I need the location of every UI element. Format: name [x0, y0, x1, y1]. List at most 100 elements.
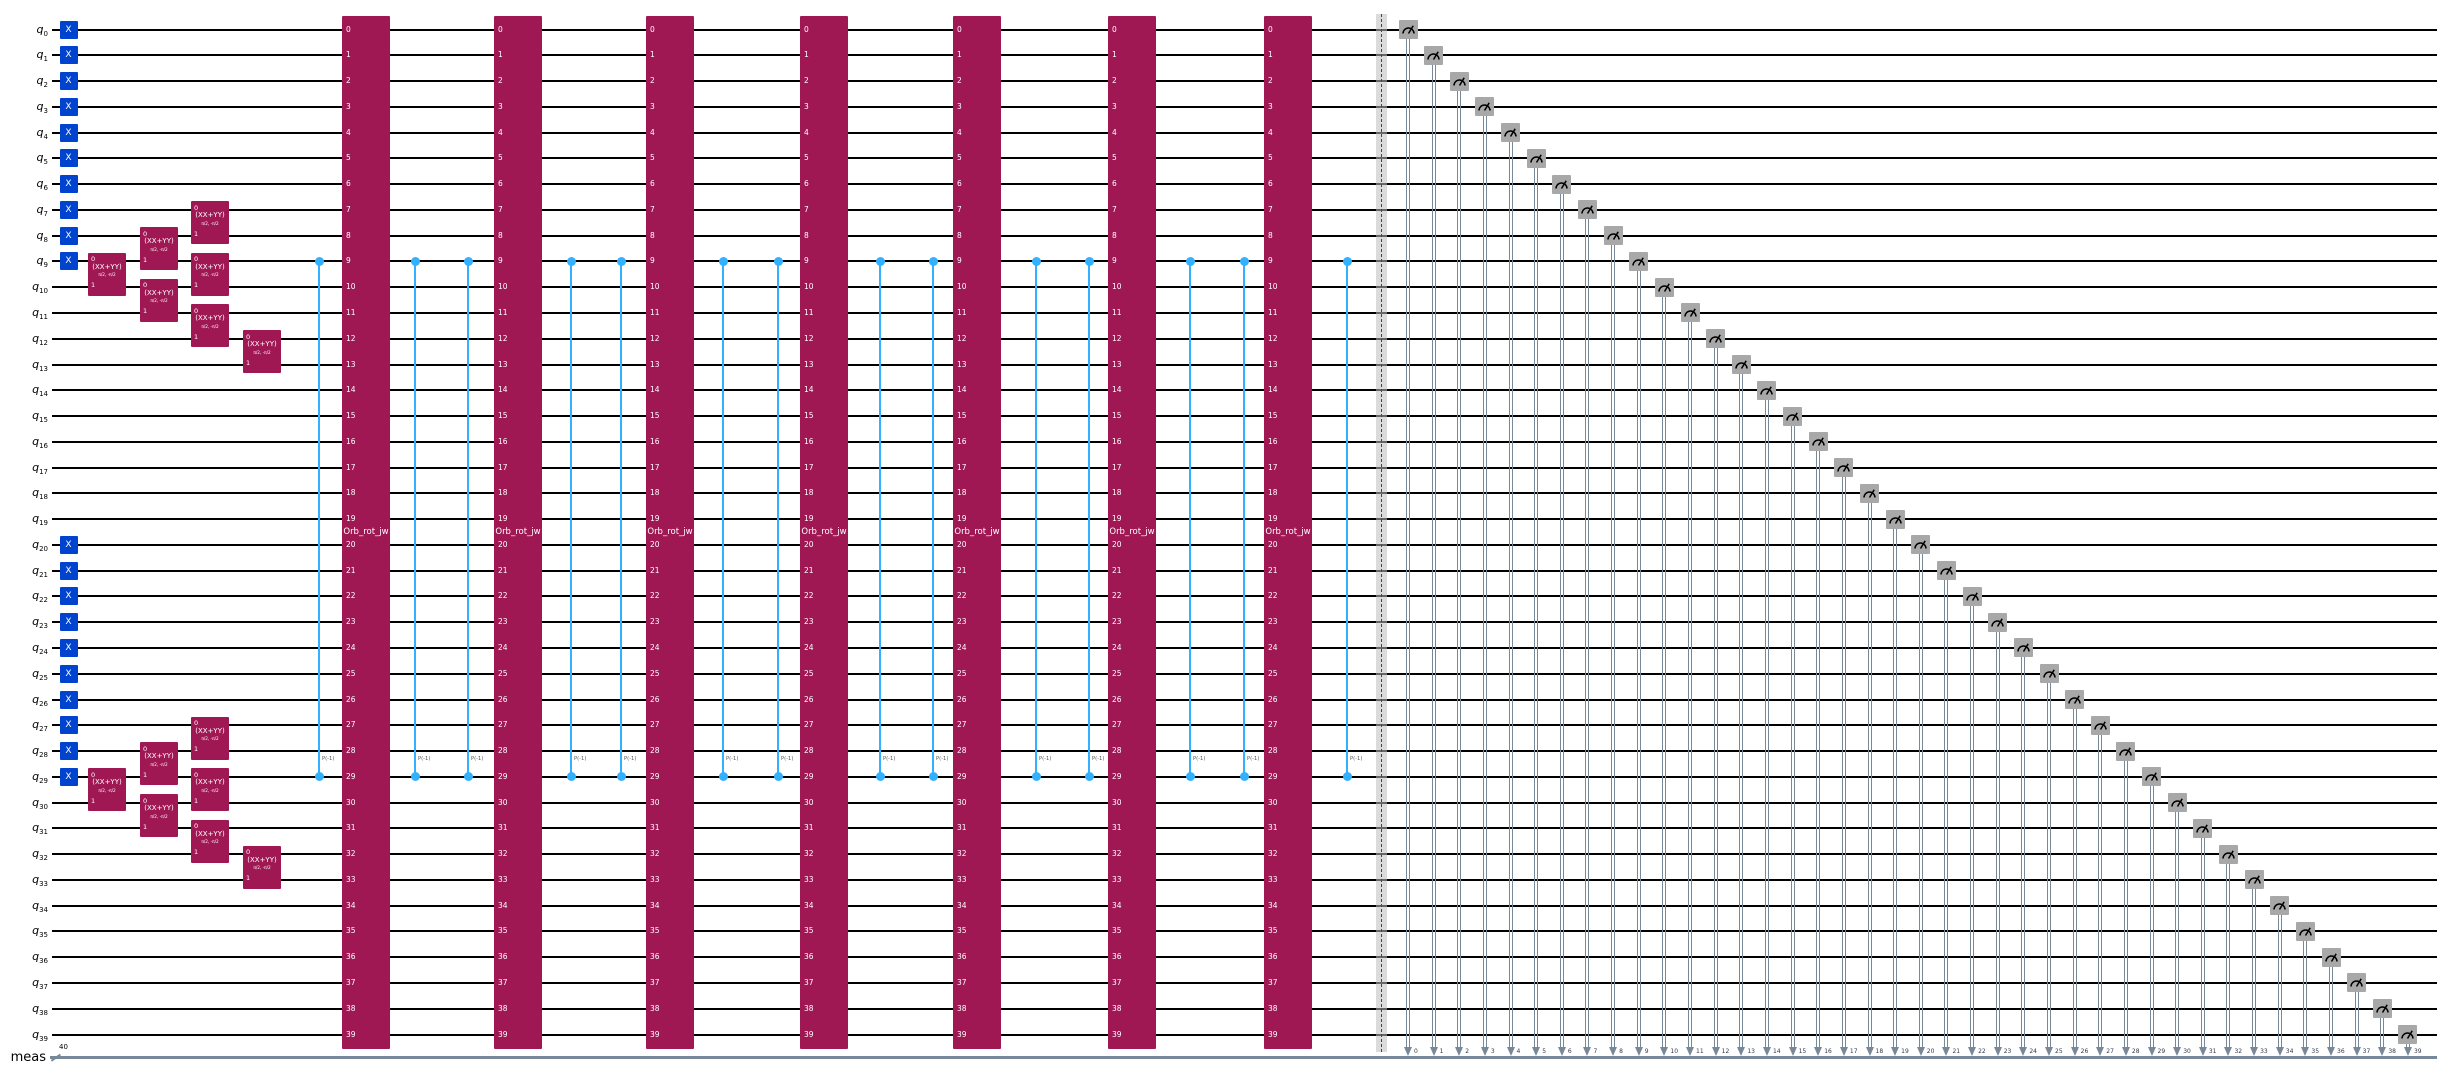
xx-plus-yy-gate[interactable]: 0 (XX+YY) π/2, -π/2 1	[191, 768, 229, 812]
orb-rot-jw-block[interactable]: 0 1 2 3 4 5 6 7 8 9 10 11 12 13 14 15 16 17 18 19 20 21 22 23 24…	[646, 16, 694, 1049]
x-gate[interactable]: X	[59, 664, 78, 683]
x-gate[interactable]: X	[59, 587, 78, 606]
classical-register-wire	[50, 1056, 2437, 1059]
xx-plus-yy-gate[interactable]: 0 (XX+YY) π/2, -π/2 1	[191, 252, 229, 296]
orb-rot-jw-block[interactable]: 0 1 2 3 4 5 6 7 8 9 10 11 12 13 14 15 16 17 18 19 20 21 22 23 24…	[342, 16, 390, 1049]
measure-gate[interactable]	[1911, 535, 1931, 555]
cphase-gate[interactable]	[1088, 261, 1090, 777]
block-port-label: 9	[1112, 256, 1117, 266]
x-gate[interactable]: X	[59, 149, 78, 168]
x-gate[interactable]: X	[59, 716, 78, 735]
measure-gate[interactable]	[1680, 303, 1700, 323]
cphase-gate[interactable]	[1243, 261, 1245, 777]
measure-gate[interactable]	[2090, 715, 2110, 735]
measure-gate[interactable]	[2295, 921, 2315, 941]
cphase-gate[interactable]	[318, 261, 320, 777]
measure-gate[interactable]	[1962, 586, 1982, 606]
measure-gate[interactable]	[1757, 380, 1777, 400]
measure-gate[interactable]	[1731, 355, 1751, 374]
orb-rot-jw-block[interactable]: 0 1 2 3 4 5 6 7 8 9 10 11 12 13 14 15 16 17 18 19 20 21 22 23 24…	[494, 16, 542, 1049]
gate-params-label: π/2, -π/2	[201, 839, 219, 845]
x-gate[interactable]: X	[59, 252, 78, 271]
xx-plus-yy-gate[interactable]: 0 (XX+YY) π/2, -π/2 1	[191, 819, 229, 863]
xx-plus-yy-gate[interactable]: 0 (XX+YY) π/2, -π/2 1	[191, 201, 229, 245]
xx-plus-yy-gate[interactable]: 0 (XX+YY) π/2, -π/2 1	[243, 845, 281, 889]
measure-gate[interactable]	[1501, 123, 1521, 143]
xx-plus-yy-gate[interactable]: 0 (XX+YY) π/2, -π/2 1	[140, 227, 178, 271]
xx-plus-yy-gate[interactable]: 0 (XX+YY) π/2, -π/2 1	[140, 278, 178, 322]
xx-plus-yy-gate[interactable]: 0 (XX+YY) π/2, -π/2 1	[140, 794, 178, 837]
cphase-gate[interactable]	[1346, 261, 1348, 777]
measure-gate[interactable]	[2039, 664, 2059, 684]
measure-gate[interactable]	[1885, 509, 1905, 529]
measure-gate[interactable]	[2347, 973, 2367, 993]
x-gate[interactable]: X	[59, 638, 78, 657]
measure-gate[interactable]	[1449, 71, 1469, 91]
x-gate[interactable]: X	[59, 535, 78, 554]
xx-plus-yy-gate[interactable]: 0 (XX+YY) π/2, -π/2 1	[88, 252, 126, 296]
orb-rot-jw-block[interactable]: 0 1 2 3 4 5 6 7 8 9 10 11 12 13 14 15 16 17 18 19 20 21 22 23 24…	[953, 16, 1001, 1049]
cphase-gate[interactable]	[570, 261, 572, 777]
x-gate[interactable]: X	[59, 175, 78, 194]
xx-plus-yy-gate[interactable]: 0 (XX+YY) π/2, -π/2 1	[243, 330, 281, 374]
x-gate[interactable]: X	[59, 97, 78, 116]
measure-gate[interactable]	[1706, 329, 1726, 349]
measure-gate[interactable]	[1552, 174, 1572, 194]
cphase-gate[interactable]	[467, 261, 469, 777]
cphase-gate[interactable]	[414, 261, 416, 777]
x-gate[interactable]: X	[59, 72, 78, 91]
measure-gate[interactable]	[1808, 432, 1828, 452]
measure-gate[interactable]	[1398, 20, 1418, 39]
measure-gate[interactable]	[2398, 1025, 2418, 1045]
orb-rot-jw-block[interactable]: 0 1 2 3 4 5 6 7 8 9 10 11 12 13 14 15 16 17 18 19 20 21 22 23 24…	[800, 16, 848, 1049]
x-gate[interactable]: X	[59, 46, 78, 65]
x-gate[interactable]: X	[59, 226, 78, 245]
measure-gate[interactable]	[1526, 148, 1546, 168]
measure-gate[interactable]	[2167, 793, 2187, 813]
cphase-gate[interactable]	[932, 261, 934, 777]
cphase-gate[interactable]	[722, 261, 724, 777]
measure-gate[interactable]	[1424, 45, 1444, 65]
xx-plus-yy-gate[interactable]: 0 (XX+YY) π/2, -π/2 1	[140, 742, 178, 786]
measure-gate[interactable]	[1936, 561, 1956, 581]
measure-gate[interactable]	[2013, 638, 2033, 658]
xx-plus-yy-gate[interactable]: 0 (XX+YY) π/2, -π/2 1	[191, 716, 229, 760]
orb-rot-jw-block[interactable]: 0 1 2 3 4 5 6 7 8 9 10 11 12 13 14 15 16 17 18 19 20 21 22 23 24…	[1108, 16, 1156, 1049]
measure-gate[interactable]	[1475, 97, 1495, 117]
cphase-gate[interactable]	[1035, 261, 1037, 777]
measure-gate[interactable]	[2218, 844, 2238, 864]
measure-gate[interactable]	[2142, 767, 2162, 787]
measure-gate[interactable]	[1577, 200, 1597, 220]
measure-gate[interactable]	[2270, 896, 2290, 916]
orb-rot-jw-block[interactable]: 0 1 2 3 4 5 6 7 8 9 10 11 12 13 14 15 16 17 18 19 20 21 22 23 24…	[1264, 16, 1312, 1049]
measure-gate[interactable]	[2193, 818, 2213, 838]
measure-gate[interactable]	[1654, 277, 1674, 297]
x-gate[interactable]: X	[59, 767, 78, 786]
cphase-gate[interactable]	[777, 261, 779, 777]
measure-gate[interactable]	[2116, 741, 2136, 761]
xx-plus-yy-gate[interactable]: 0 (XX+YY) π/2, -π/2 1	[191, 304, 229, 348]
x-gate[interactable]: X	[59, 200, 78, 219]
block-port-label: 4	[804, 127, 809, 137]
measure-gate[interactable]	[1783, 406, 1803, 426]
measure-gate[interactable]	[1834, 458, 1854, 478]
cphase-gate[interactable]	[879, 261, 881, 777]
measure-gate[interactable]	[1629, 251, 1649, 271]
x-gate[interactable]: X	[59, 20, 78, 39]
cphase-gate[interactable]	[620, 261, 622, 777]
measure-gate[interactable]	[1860, 483, 1880, 503]
measure-gate[interactable]	[2244, 870, 2264, 890]
x-gate[interactable]: X	[59, 561, 78, 580]
x-gate[interactable]: X	[59, 123, 78, 142]
x-gate[interactable]: X	[59, 690, 78, 709]
measure-gate[interactable]	[2065, 690, 2085, 710]
gate-port-label: 1	[246, 358, 251, 367]
x-gate[interactable]: X	[59, 613, 78, 632]
measure-gate[interactable]	[2372, 999, 2392, 1019]
x-gate[interactable]: X	[59, 742, 78, 761]
measure-gate[interactable]	[2321, 947, 2341, 967]
cphase-gate[interactable]	[1189, 261, 1191, 777]
measure-gate[interactable]	[1988, 612, 2008, 632]
xx-plus-yy-gate[interactable]: 0 (XX+YY) π/2, -π/2 1	[88, 768, 126, 812]
measure-gate[interactable]	[1603, 226, 1623, 246]
